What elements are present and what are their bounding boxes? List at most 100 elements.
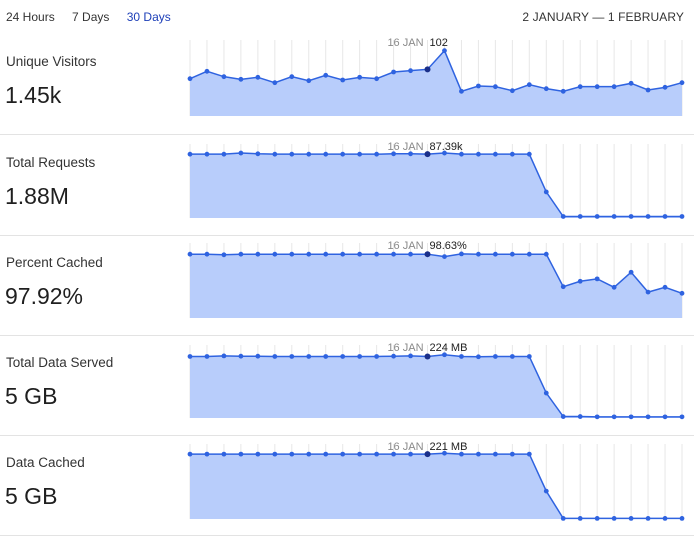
metric-label: Data Cached [6,455,85,470]
data-point [543,189,549,195]
data-point [577,515,583,521]
data-point [526,82,532,88]
data-point [628,80,634,86]
data-point [272,151,278,157]
data-point [187,354,193,359]
metric-row-total-data-served: Total Data Served 5 GB 16 JAN 224 MB [0,335,694,436]
data-point [492,251,498,257]
range-tabs: 24 Hours 7 Days 30 Days [6,10,185,24]
data-point [204,451,210,457]
data-point [560,284,566,290]
data-point [374,76,380,82]
data-point [476,451,481,457]
highlight-value: 102 [430,37,448,49]
data-point [628,515,634,521]
data-point [187,76,193,82]
data-point [340,451,346,457]
data-point [662,214,668,219]
data-point [662,414,668,420]
data-point [476,354,481,360]
data-point [594,84,600,90]
series-line [190,253,683,295]
data-point [204,151,210,157]
highlight-date: 16 JAN [387,441,423,453]
data-point [560,414,566,419]
data-point [543,488,549,494]
data-point [459,88,464,94]
data-point [476,151,481,157]
data-point [255,251,261,257]
data-point [543,86,549,92]
series-area [190,50,682,116]
data-point [645,87,651,93]
data-point [289,451,295,457]
metric-value: 97.92% [5,283,84,309]
data-point [306,451,312,457]
date-range: 2 JANUARY — 1 FEBRUARY [522,10,684,24]
tab-7-days[interactable]: 7 Days [72,10,110,24]
total-data-served-chart[interactable]: 16 JAN 224 MB [186,335,686,435]
data-point [221,451,227,457]
data-point [255,74,261,80]
data-point [679,290,685,296]
data-point [628,214,634,219]
data-point [560,214,566,219]
data-point [204,354,210,359]
data-point [357,354,363,359]
data-point [238,150,244,156]
data-point [391,451,396,457]
data-point [594,276,600,282]
data-point [560,88,566,94]
data-point [442,352,447,358]
data-point [492,84,498,90]
data-point [221,151,227,157]
highlight-value: 98.63% [430,240,468,252]
data-point [662,84,668,90]
data-point [306,354,312,359]
data-point [187,151,193,157]
series-area [190,153,682,218]
data-point [323,151,329,157]
data-point [408,68,413,74]
data-point [340,354,346,359]
data-point [628,414,634,420]
data-point [187,251,193,257]
metric-row-percent-cached: Percent Cached 97.92% 16 JAN 98.63% [0,235,694,336]
data-point [560,515,566,521]
data-point [577,214,583,219]
data-point [492,151,498,157]
data-point [187,451,193,457]
tab-24-hours[interactable]: 24 Hours [6,10,55,24]
unique-visitors-chart[interactable]: 16 JAN 102 [186,34,686,134]
data-point [221,353,227,359]
tab-30-days[interactable]: 30 Days [126,10,171,24]
data-point [255,451,261,457]
top-bar: 24 Hours 7 Days 30 Days 2 JANUARY — 1 FE… [0,0,694,34]
data-cached-chart[interactable]: 16 JAN 221 MB [186,435,686,535]
percent-cached-chart[interactable]: 16 JAN 98.63% [186,235,686,335]
series-line [189,49,683,93]
data-point [238,353,244,359]
metric-row-total-requests: Total Requests 1.88M 16 JAN 87.39k [0,135,694,236]
data-point [611,284,617,290]
data-point [289,354,295,359]
data-point [476,83,481,89]
data-point [408,353,413,359]
data-point [442,150,447,156]
data-point [357,451,363,457]
data-point [357,151,363,157]
data-point [238,251,244,257]
data-point [408,151,413,157]
data-point [323,72,329,78]
series-area [190,253,682,318]
data-point [357,74,363,80]
data-point [374,451,380,457]
data-point [543,251,549,257]
highlight-date: 16 JAN [387,342,423,354]
highlight-value: 221 MB [430,441,468,453]
data-point [323,354,329,359]
highlight-point [424,251,431,258]
total-requests-chart[interactable]: 16 JAN 87.39k [186,135,686,235]
data-point [272,354,278,359]
data-point [289,151,295,157]
